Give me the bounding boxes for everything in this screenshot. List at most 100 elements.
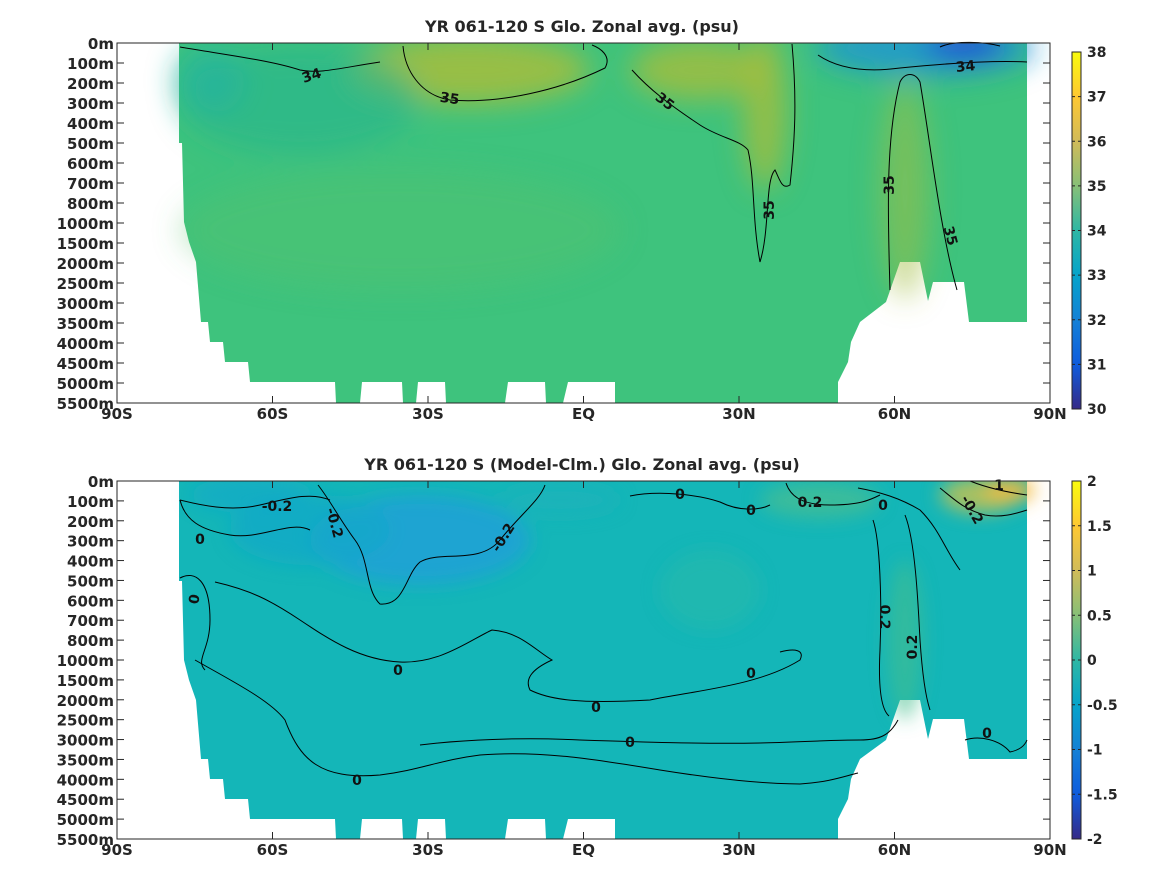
contour-arctic-low [939,41,1001,48]
panel-salinity-bias: YR 061-120 S (Model-Clm.) Glo. Zonal avg… [57,455,1118,859]
y-tick-label: 300m [67,95,114,113]
y-tick-label: 800m [67,195,114,213]
contour-label: 0 [195,532,205,548]
contour-label: 0 [186,593,203,606]
colorbar-tick-label: 30 [1087,402,1107,418]
contour-label: 0 [746,666,756,682]
y-tick-label: 800m [67,632,114,650]
y-tick-label: 2000m [57,692,114,710]
contour-0-c [629,492,771,510]
y-tick-label: 600m [67,155,114,173]
x-tick-label: 60S [257,841,289,859]
y-tick-label: 2000m [57,255,114,273]
y-tick-label: 2500m [57,712,114,730]
y-tick-label: 4000m [57,771,114,789]
panel1-colorbar-ticks: 30 31 32 33 34 35 36 37 38 [1072,45,1107,418]
y-tick-label: 700m [67,612,114,630]
contour-label: -0.2 [322,506,345,540]
contour-35-north [887,74,958,291]
contour-label: 34 [955,58,976,76]
colorbar-tick-label: 2 [1087,474,1097,490]
panel-salinity: YR 061-120 S Glo. Zonal avg. (psu) [57,17,1107,423]
contour-0-mid [214,581,802,703]
contour-neg02-n [939,487,1028,517]
colorbar-tick-label: 0.5 [1087,608,1112,624]
colorbar-tick-label: 0 [1087,653,1097,669]
y-tick-label: 100m [67,55,114,73]
contour-0-west [179,499,311,537]
panel2-x-axis: 90S 60S 30S EQ 30N 60N 90N [101,481,1067,859]
y-tick-label: 3000m [57,295,114,313]
contour-34-arctic [817,54,1028,71]
contour-label: 0 [746,503,756,519]
panel1-y-axis: 0m 100m 200m 300m 400m 500m 600m 700m 800m 1000m 1… [57,35,1050,413]
colorbar-tick-label: 37 [1087,90,1106,106]
x-tick-label: EQ [572,841,595,859]
panel1-x-axis: 90S 60S 30S EQ 30N 60N 90N [101,43,1067,423]
contour-label: 0 [675,487,685,503]
contour-0-deep [194,659,859,785]
contour-label: 0 [878,498,888,514]
y-tick-label: 500m [67,572,114,590]
contour-label: 0 [982,726,992,742]
colorbar-tick-label: -1.5 [1087,787,1118,803]
colorbar-tick-label: 34 [1087,224,1107,240]
contour-35-south [402,44,608,102]
y-tick-label: 700m [67,175,114,193]
y-tick-label: 400m [67,553,114,571]
contour-label: 0.2 [905,635,921,660]
y-tick-label: 2500m [57,275,114,293]
y-tick-label: 5500m [57,831,114,849]
colorbar-tick-label: -2 [1087,832,1103,848]
contour-label: 0 [591,700,601,716]
contour-label: 35 [439,90,461,109]
y-tick-label: 100m [67,493,114,511]
y-tick-label: 200m [67,513,114,531]
y-tick-label: 1000m [57,652,114,670]
y-tick-label: 5500m [57,395,114,413]
colorbar-tick-label: 31 [1087,357,1106,373]
colorbar-tick-label: 33 [1087,268,1106,284]
x-tick-label: 60N [878,405,911,423]
colorbar-tick-label: 32 [1087,313,1106,329]
x-tick-label: 30S [412,405,444,423]
x-tick-label: 30S [412,841,444,859]
y-tick-label: 5000m [57,811,114,829]
y-tick-label: 300m [67,533,114,551]
contour-neg02-a [179,495,331,509]
y-tick-label: 0m [88,473,114,491]
contour-0-north [857,487,961,571]
contour-label: 34 [300,65,324,86]
y-tick-label: 500m [67,135,114,153]
contour-02-a [872,519,890,717]
contour-label: -0.2 [262,499,293,515]
y-tick-label: 4500m [57,355,114,373]
y-tick-label: 1500m [57,672,114,690]
colorbar-tick-label: -0.5 [1087,698,1118,714]
y-tick-label: 3500m [57,751,114,769]
panel2-field [179,481,1035,839]
panel1-title: YR 061-120 S Glo. Zonal avg. (psu) [424,17,739,36]
contour-label: 35 [940,224,960,247]
contour-label: 0 [352,773,362,789]
contour-label: 35 [762,200,778,219]
panel2-colorbar-ticks: -2 -1.5 -1 -0.5 0 0.5 1 1.5 2 [1072,474,1118,848]
x-tick-label: 90N [1033,405,1066,423]
x-tick-label: 60N [878,841,911,859]
colorbar-tick-label: 1 [1087,564,1097,580]
contour-35-mid [631,43,796,263]
y-tick-label: 3500m [57,315,114,333]
contour-0-ne [964,737,1028,753]
y-tick-label: 400m [67,115,114,133]
contour-label: 0.2 [876,605,892,630]
colorbar-tick-label: 1.5 [1087,519,1112,535]
x-tick-label: 90N [1033,841,1066,859]
x-tick-label: 90S [101,405,133,423]
contour-0-sw [179,574,211,671]
contour-label: 0 [625,735,635,751]
y-tick-label: 4000m [57,335,114,353]
x-tick-label: 30N [722,841,755,859]
contour-label: 35 [882,175,898,194]
y-tick-label: 0m [88,35,114,53]
